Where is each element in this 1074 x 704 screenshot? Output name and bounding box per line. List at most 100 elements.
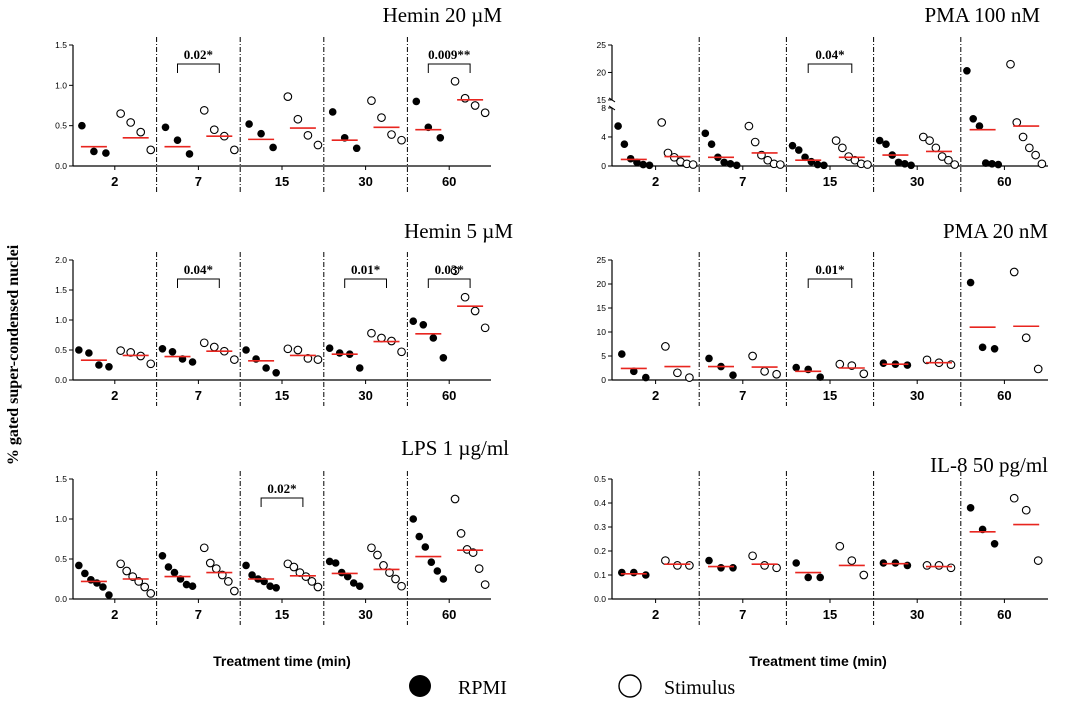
stimulus-point [931,143,941,153]
y-tick-label: 0.5 [55,554,67,564]
significance-bracket [177,278,220,288]
stimulus-point [1021,333,1031,343]
stimulus-point [205,558,215,568]
x-tick-label: 15 [823,174,837,189]
rpmi-point [242,561,250,570]
stimulus-point [379,561,388,570]
rpmi-point [879,359,888,368]
rpmi-point [352,144,361,153]
stimulus-point [748,351,757,361]
stimulus-point [229,355,239,364]
x-tick-label: 60 [997,388,1011,403]
rpmi-point [882,140,890,149]
stimulus-point [377,113,386,122]
rpmi-point [732,161,741,170]
rpmi-point [355,582,364,590]
stimulus-point [937,152,947,161]
rpmi-point [248,571,256,579]
rpmi-point [639,160,648,169]
stimulus-point [460,292,470,302]
stimulus-point [480,108,490,118]
stimulus-point [126,348,136,357]
rpmi-point [436,133,445,142]
stimulus-point [283,92,293,101]
rpmi-point [705,354,713,363]
rpmi-point [421,543,430,551]
x-tick-label: 15 [275,607,289,622]
stimulus-point [303,130,313,140]
rpmi-point [981,159,990,167]
stimulus-point [760,367,769,376]
y-tick-label: 8 [601,103,606,113]
rpmi-point [257,129,265,138]
rpmi-point [901,160,909,168]
x-tick-label: 7 [195,388,202,403]
stimulus-point [850,155,860,165]
x-tick-label: 7 [195,607,202,622]
rpmi-point [907,161,915,170]
stimulus-point [397,347,406,357]
stimulus-point [283,344,293,354]
rpmi-point [969,115,977,123]
rpmi-point [78,121,86,130]
x-tick-label: 2 [652,607,659,622]
rpmi-point [875,136,884,145]
y-tick-label: 0.0 [55,375,67,385]
rpmi-point [794,146,803,154]
significance-bracket [427,63,471,73]
stimulus-point [1033,556,1043,565]
stimulus-point [1024,143,1034,153]
rpmi-point [173,136,182,144]
stimulus-point [835,359,845,369]
stimulus-point [470,306,480,316]
significance-bracket [344,278,387,288]
stimulus-point [229,586,239,596]
stimulus-point [450,76,460,86]
x-tick-label: 30 [910,388,924,403]
x-tick-label: 60 [997,607,1011,622]
rpmi-point [717,564,725,572]
rpmi-point [720,158,728,167]
stimulus-point [1009,493,1019,503]
y-tick-label: 25 [597,40,607,50]
stimulus-point [289,562,299,572]
rpmi-point [272,369,280,377]
rpmi-point [75,346,83,354]
y-tick-label: 25 [597,255,607,265]
stimulus-point [760,561,769,570]
stimulus-point [950,160,960,169]
legend-rpmi-marker [409,675,431,697]
y-tick-label: 15 [597,95,607,105]
stimulus-point [863,160,872,169]
stimulus-point [397,135,406,145]
rpmi-point [343,572,352,581]
stimulus-point [685,373,694,382]
stimulus-point [293,345,303,355]
rpmi-point [813,160,822,169]
stimulus-point [772,369,781,379]
panel-pma20: PMA 20 nM 0 5 10 15 20 25 2 7 15 30 60 0.01* [597,219,1048,406]
stimulus-point [450,266,460,276]
rpmi-point [75,561,83,570]
rpmi-point [335,349,344,357]
x-tick-label: 30 [910,174,924,189]
y-tick-label: 1.0 [55,315,67,325]
significance-label: 0.009** [428,47,470,62]
stimulus-point [116,109,126,118]
rpmi-point [816,573,824,582]
rpmi-point [409,317,418,326]
stimulus-point [146,145,156,155]
legend-stimulus-marker [618,674,642,698]
x-tick-label: 30 [358,174,372,189]
rpmi-point [170,568,179,577]
stimulus-point [673,561,682,570]
y-tick-label: 0 [601,161,606,171]
rpmi-point [705,556,713,565]
rpmi-point [90,147,98,156]
stimulus-point [209,342,219,352]
x-tick-label: 15 [275,174,289,189]
rpmi-point [433,567,442,575]
stimulus-point [387,130,396,139]
significance-bracket [260,497,304,507]
stimulus-point [763,155,773,165]
